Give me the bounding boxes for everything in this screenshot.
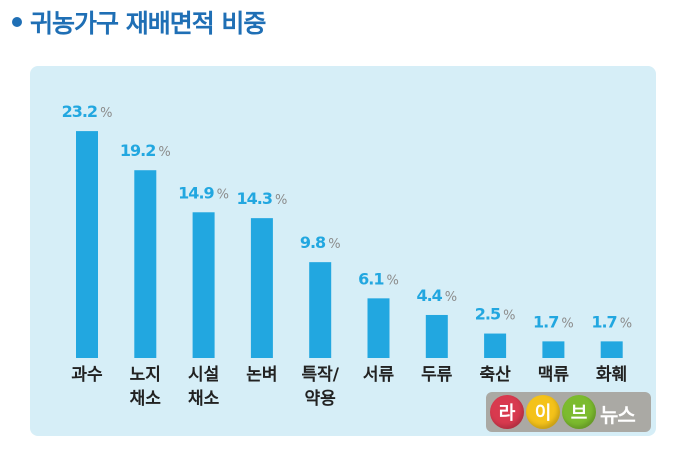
value-unit: % [386,273,398,288]
value-number: 9.8 [300,233,326,252]
value-label: 6.1% [358,269,399,288]
value-label: 2.5% [475,305,516,324]
value-label: 1.7% [533,312,574,331]
logo-letter-3: 브 [562,395,596,429]
value-label: 14.9% [178,183,229,202]
category-label: 특작/ [301,365,339,385]
category-label: 시설 [188,365,219,385]
brand-logo: 라 이 브 뉴스 [486,392,651,432]
value-label: 4.4% [416,286,457,305]
value-unit: % [100,106,112,121]
bar [542,341,565,358]
bar [367,298,390,358]
category-label: 논벼 [246,365,277,385]
bar [309,262,332,358]
value-number: 23.2 [62,102,97,121]
value-unit: % [275,193,287,208]
category-label: 맥류 [538,365,570,385]
value-number: 2.5 [475,305,501,324]
value-label: 14.3% [236,189,287,208]
bar [425,314,448,358]
value-number: 6.1 [358,269,384,288]
bar [250,218,273,358]
category-label: 두류 [421,365,453,385]
bar [76,131,98,358]
logo-letter-2: 이 [526,395,560,429]
value-number: 14.3 [236,189,271,208]
value-number: 1.7 [533,312,558,331]
value-label: 1.7% [591,312,632,331]
category-label: 노지 [130,365,161,385]
logo-letter-1: 라 [490,395,524,429]
bar [192,212,215,358]
bar [600,341,623,358]
value-unit: % [158,145,170,160]
value-unit: % [620,316,632,331]
value-number: 14.9 [178,183,214,202]
category-label: 축산 [479,365,511,385]
value-label: 23.2% [62,102,113,121]
value-number: 4.4 [416,286,442,305]
value-unit: % [445,290,457,305]
value-label: 19.2% [120,141,171,160]
logo-word: 뉴스 [600,403,636,427]
value-unit: % [561,316,573,331]
value-number: 1.7 [591,312,616,331]
bar [484,333,507,358]
value-unit: % [503,309,515,324]
bullet-icon [12,17,22,27]
category-label: 서류 [363,365,395,385]
category-label: 화훼 [596,365,627,385]
value-number: 19.2 [120,141,155,160]
bar [134,170,157,358]
value-unit: % [328,237,340,252]
chart-title-row: 귀농가구 재배면적 비중 [12,4,266,40]
category-label: 약용 [305,388,337,409]
category-label: 과수 [71,365,103,385]
value-label: 9.8% [300,233,341,252]
category-label: 채소 [130,389,162,409]
chart-title: 귀농가구 재배면적 비중 [30,9,266,38]
category-label: 채소 [188,389,220,409]
value-unit: % [217,187,229,202]
